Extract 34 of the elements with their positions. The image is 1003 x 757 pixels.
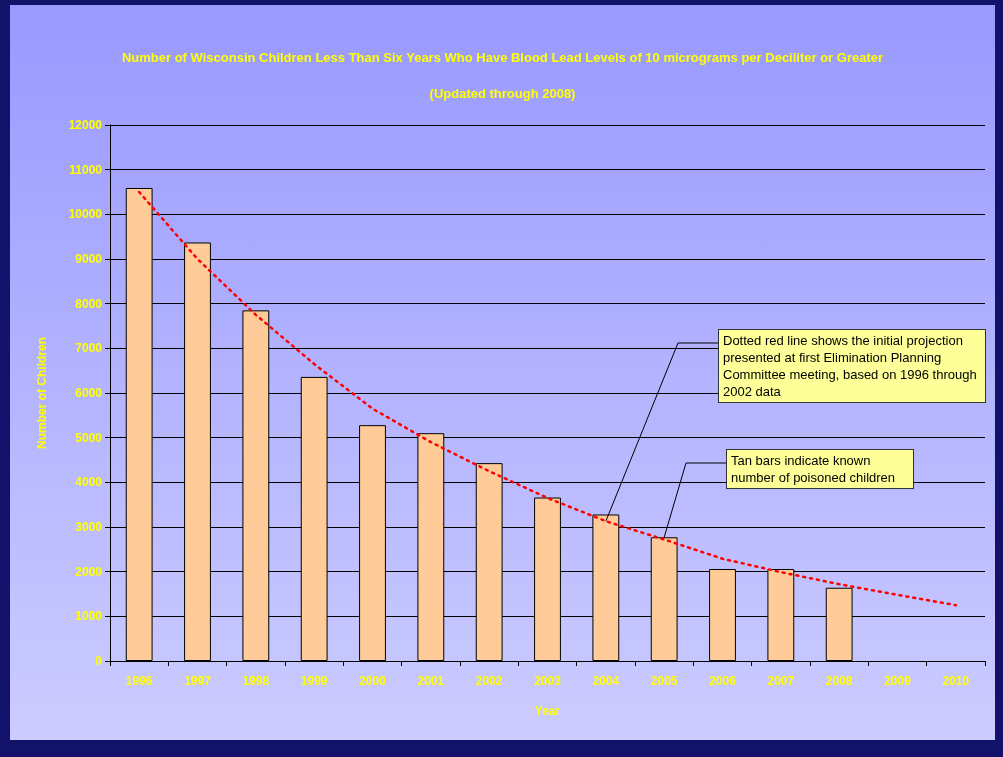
x-tick-label: 2009 <box>884 674 912 688</box>
y-tick-label: 9000 <box>75 252 103 266</box>
chart-title: Number of Wisconsin Children Less Than Six Years Who Have Blood Lead Levels of 10 micrograms per Deciliter or Greater <box>121 50 884 65</box>
x-tick-label: 2004 <box>592 674 620 688</box>
x-tick-label: 2000 <box>359 674 387 688</box>
x-axis-title: Year <box>534 704 561 718</box>
x-tick-label: 2005 <box>650 674 678 688</box>
x-tick-label: 2010 <box>942 674 970 688</box>
y-tick-label: 12000 <box>68 118 103 132</box>
y-tick-label: 2000 <box>75 564 103 579</box>
x-tick-label: 1997 <box>184 674 212 688</box>
y-axis-title: Number of Children <box>35 336 49 450</box>
x-tick-label: 1996 <box>125 674 153 688</box>
y-tick-label: 0 <box>95 654 103 668</box>
annotation: Dotted red line shows the initial projection presented at first Elimination Planning Committee meeting, based on 1996 through 2002 data <box>718 329 986 403</box>
y-tick-label: 6000 <box>75 386 103 400</box>
y-tick-label: 7000 <box>75 341 103 356</box>
x-tick-label: 2007 <box>767 674 795 688</box>
y-tick-label: 8000 <box>75 296 103 311</box>
x-tick-label: 2006 <box>709 674 737 688</box>
x-tick-label: 2002 <box>475 674 503 688</box>
x-tick-label: 2008 <box>825 674 853 688</box>
chart-subtitle: (Updated through 2008) <box>429 86 576 101</box>
y-tick-label: 10000 <box>68 207 103 222</box>
x-tick-label: 1998 <box>242 674 270 688</box>
y-tick-label: 11000 <box>69 162 103 177</box>
x-tick-label: 1999 <box>300 674 328 688</box>
y-tick-label: 1000 <box>75 609 103 624</box>
x-tick-label: 2003 <box>534 674 562 688</box>
annotation: Tan bars indicate known number of poisoned children <box>726 449 914 489</box>
y-tick-label: 4000 <box>75 475 103 490</box>
x-tick-label: 2001 <box>417 674 445 688</box>
y-tick-label: 3000 <box>75 520 103 534</box>
y-tick-label: 5000 <box>75 430 103 445</box>
